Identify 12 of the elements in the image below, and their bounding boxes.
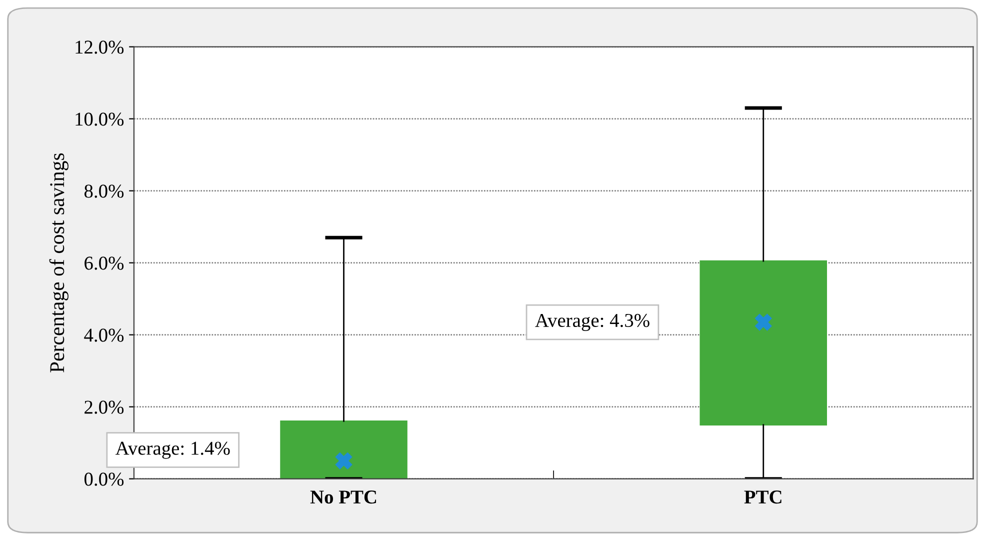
y-tick-label: 0.0%	[84, 472, 124, 486]
y-tick-label: 12.0%	[76, 40, 124, 54]
annotation: Average: 4.3%	[535, 314, 650, 332]
y-tick-label: 4.0%	[84, 328, 124, 342]
y-tick-label: 2.0%	[84, 400, 124, 414]
y-tick-label: 10.0%	[76, 112, 124, 126]
x-tick-label: No PTC	[310, 490, 376, 504]
x-tick-label: PTC	[744, 490, 782, 504]
y-tick-label: 8.0%	[84, 184, 124, 198]
annotation: Average: 1.4%	[115, 442, 230, 459]
y-axis-title: Percentage of cost savings	[49, 153, 68, 372]
y-tick-label: 6.0%	[84, 256, 124, 270]
